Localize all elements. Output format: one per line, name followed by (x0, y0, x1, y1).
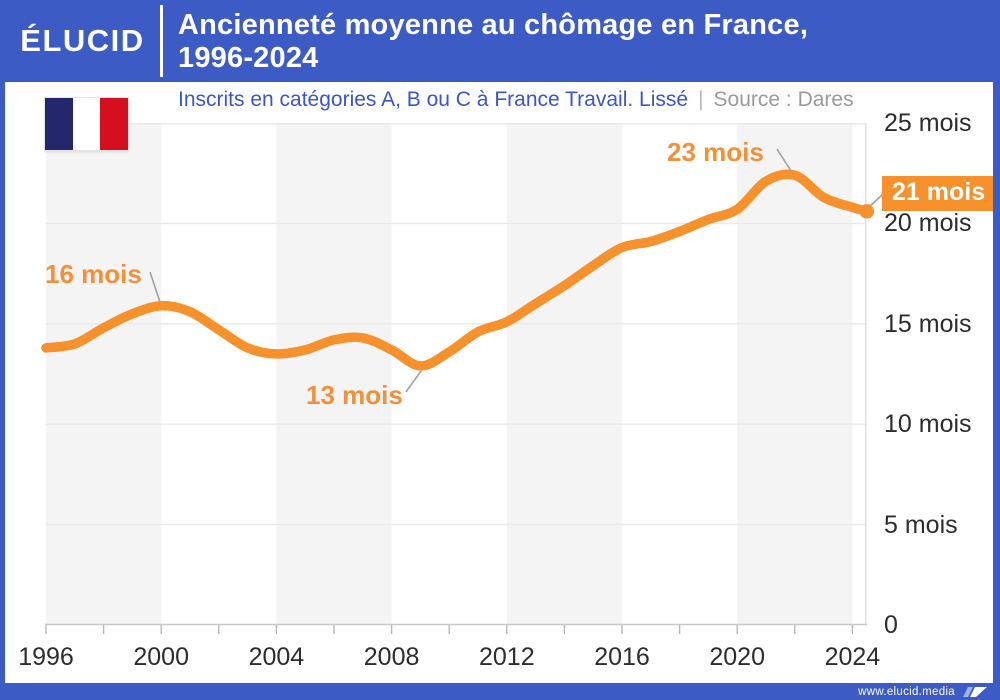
elucid-pennant-icon (962, 685, 988, 698)
footer-url: www.elucid.media (858, 685, 955, 698)
flag-white-stripe (72, 98, 101, 150)
pennant-left (963, 687, 973, 697)
source-label: Source : Dares (713, 88, 854, 111)
subtitle-separator: | (698, 88, 704, 111)
header-divider (160, 5, 163, 77)
flag-red-stripe (100, 98, 129, 150)
x-axis-label: 2008 (363, 643, 420, 671)
background-band (276, 123, 392, 625)
value-annotation: 23 mois (667, 137, 764, 167)
flag-blue-stripe (45, 98, 73, 150)
x-axis-label: 1996 (18, 643, 74, 671)
x-axis-label: 2000 (133, 643, 189, 671)
value-badge: 21 mois (882, 176, 996, 211)
title-line-2: 1996-2024 (178, 42, 319, 74)
page-title: Ancienneté moyenne au chômage en France,… (178, 9, 808, 75)
line-chart (41, 123, 872, 639)
footer-bar: www.elucid.media (0, 683, 1000, 700)
subtitle-text: Inscrits en catégories A, B ou C à Franc… (178, 88, 689, 111)
background-band (506, 123, 622, 625)
x-axis-label: 2016 (594, 643, 650, 671)
left-border (0, 0, 5, 700)
header-bar: ÉLUCID Ancienneté moyenne au chômage en … (0, 0, 1000, 82)
x-axis-label: 2004 (248, 643, 305, 671)
elucid-logo: ÉLUCID (20, 23, 145, 58)
data-line (41, 169, 872, 371)
subtitle: Inscrits en catégories A, B ou C à Franc… (178, 82, 854, 118)
value-annotation: 16 mois (45, 259, 142, 289)
french-flag-icon (44, 97, 129, 151)
x-axis-label: 2012 (478, 643, 535, 671)
right-border (993, 0, 1000, 700)
background-band (46, 123, 162, 625)
y-axis-label: 5 mois (884, 510, 958, 539)
x-axis-label: 2020 (709, 643, 765, 671)
y-axis-label: 15 mois (884, 309, 972, 338)
y-axis-label: 20 mois (884, 209, 972, 238)
background-band (737, 123, 853, 625)
elucid-pennant-glyph (963, 687, 987, 697)
value-annotation: 13 mois (306, 380, 403, 410)
x-axis-label: 2024 (824, 643, 881, 671)
pennant-right (970, 687, 987, 697)
y-axis-label: 0 (884, 611, 898, 639)
plot-area (41, 123, 872, 634)
y-axis-label: 25 mois (884, 109, 972, 137)
logo-box: ÉLUCID (5, 0, 160, 82)
title-line-1: Ancienneté moyenne au chômage en France, (178, 9, 809, 41)
y-axis-label: 10 mois (884, 410, 972, 439)
